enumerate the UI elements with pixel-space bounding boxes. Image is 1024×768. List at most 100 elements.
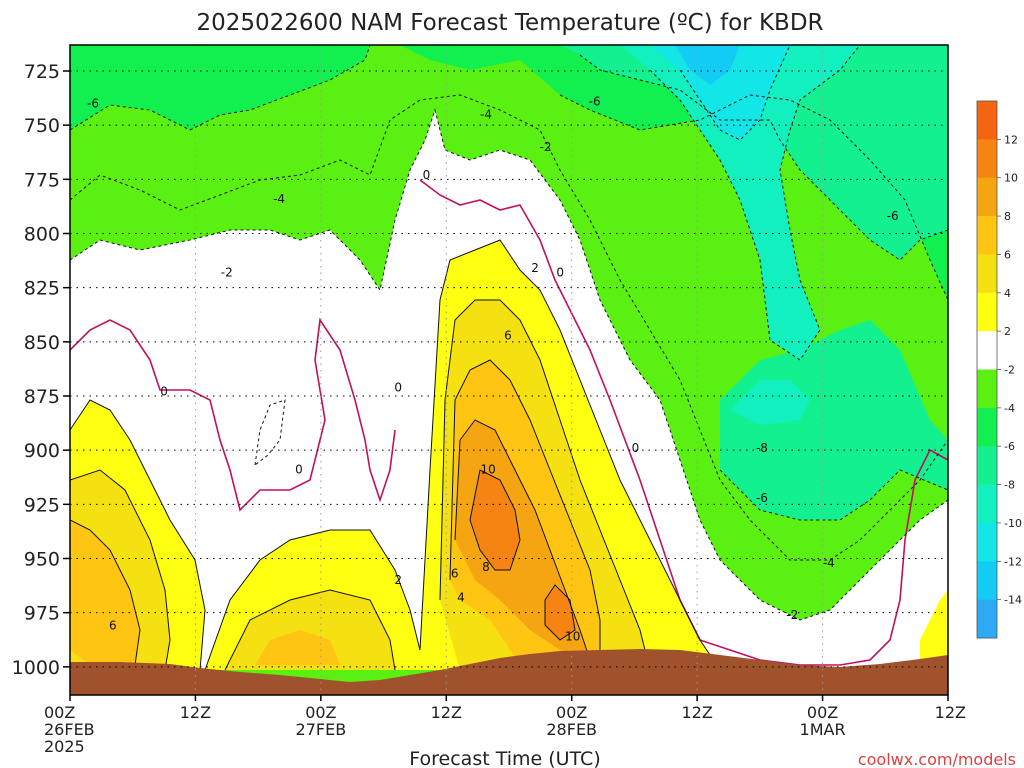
- x-tick-label: 00Z: [44, 703, 75, 722]
- contour-label: 8: [482, 560, 490, 574]
- contour-minus10: [649, 45, 861, 361]
- x-tick-label: 12Z: [681, 703, 712, 722]
- band-6-8-left: [70, 520, 140, 665]
- colorbar-label: -10: [1004, 517, 1022, 530]
- gridlines: [70, 45, 948, 695]
- plot-area: [70, 45, 948, 695]
- colorbar-label: 10: [1004, 172, 1018, 185]
- y-tick-label: 950: [24, 549, 60, 571]
- contour-label: 6: [109, 619, 117, 633]
- contour-10: [469, 469, 521, 571]
- contour-2-center: [204, 239, 721, 671]
- x-axis-label: Forecast Time (UTC): [409, 748, 600, 768]
- contour-labels: -6 -4 -6 -2 -4 0 -6 -2 2 0 6 0 0 -8 0 10 0 -6 6 8 2 -4 4 -2 6 10: [87, 94, 899, 643]
- x-tick-label: 00Z: [556, 703, 587, 722]
- colorbar-swatch: [977, 331, 997, 370]
- contour-label: 0: [160, 385, 168, 399]
- ground-terrain: [70, 649, 948, 695]
- colorbar-label: -12: [1004, 555, 1022, 568]
- contour-label: -8: [756, 441, 768, 455]
- chart-title: 2025022600 NAM Forecast Temperature (ºC)…: [196, 10, 823, 36]
- band-minus14: [675, 45, 740, 85]
- contour-label: 0: [423, 168, 431, 182]
- contour-4-center2: [439, 299, 651, 671]
- contour-minus2-small: [254, 399, 286, 467]
- x-tick-label: 27FEB: [296, 720, 347, 739]
- contour-label: -2: [221, 266, 233, 280]
- contour-minus8-upper: [579, 54, 948, 261]
- contour-label: 0: [556, 266, 564, 280]
- x-tick-label: 12Z: [180, 703, 211, 722]
- band-minus8: [560, 45, 948, 260]
- band-10-12: [470, 470, 575, 640]
- colorbar-swatch: [977, 484, 997, 524]
- y-tick-label: 1000: [12, 657, 60, 679]
- contour-label: -6: [589, 94, 601, 108]
- colorbar-label: -8: [1004, 479, 1015, 492]
- contour-label: 2: [531, 261, 539, 275]
- band-minus12: [650, 45, 790, 140]
- colorbar-label: -2: [1004, 364, 1015, 377]
- contour-label: 10: [565, 630, 580, 644]
- y-tick-label: 825: [24, 278, 60, 300]
- subzero-contours: [70, 45, 948, 621]
- contour-6-left: [70, 519, 141, 666]
- y-tick-label: 850: [24, 332, 60, 354]
- band-6-8-center: [255, 630, 340, 665]
- contour-label: -6: [887, 209, 899, 223]
- contour-minus6: [70, 45, 371, 131]
- contour-8: [454, 419, 591, 661]
- contour-label: 0: [295, 463, 303, 477]
- contour-label: -2: [786, 608, 798, 622]
- y-tick-label: 775: [24, 169, 60, 191]
- colorbar-swatch: [977, 139, 997, 179]
- contour-label: -4: [823, 556, 835, 570]
- credit-text: coolwx.com/models: [858, 750, 1016, 768]
- colorbar-label: 12: [1004, 133, 1018, 146]
- colorbar-swatch: [977, 369, 997, 409]
- contour-label: -6: [87, 97, 99, 111]
- contour-4-center: [224, 589, 396, 671]
- x-tick-label: 1MAR: [800, 720, 846, 739]
- contour-label: 0: [632, 441, 640, 455]
- contour-2-left: [70, 399, 206, 671]
- plot-frame: [69, 44, 949, 696]
- colorbar-swatch: [977, 177, 997, 217]
- colorbar-swatch: [977, 254, 997, 294]
- contour-label: 10: [480, 463, 495, 477]
- contour-label: 6: [451, 567, 459, 581]
- colorbar: 12 10 8 6 4 2 -2 -4 -6 -8 -10 -12 -14: [976, 100, 1022, 639]
- y-tick-label: 900: [24, 440, 60, 462]
- band-minus10-lower: [730, 380, 810, 425]
- x-tick-label: 00Z: [305, 703, 336, 722]
- freezing-contour-left: [70, 317, 396, 512]
- y-tick-label: 875: [24, 386, 60, 408]
- contour-label: -4: [273, 192, 285, 206]
- contour-label: 0: [394, 380, 402, 394]
- contour-minus12: [679, 45, 791, 141]
- colorbar-label: -6: [1004, 440, 1015, 453]
- y-tick-label: 725: [24, 61, 60, 83]
- y-tick-label: 750: [24, 115, 60, 137]
- y-axis: 725 750 775 800 825 850 875 900 925 950 975 1000: [12, 61, 70, 679]
- contour-label: -2: [540, 140, 552, 154]
- colorbar-label: 6: [1004, 248, 1011, 261]
- colorbar-label: -14: [1004, 594, 1022, 607]
- colorbar-swatch: [977, 561, 997, 601]
- x-tick-label: 26FEB: [44, 720, 95, 739]
- contour-minus8: [719, 469, 948, 521]
- colorbar-swatch: [977, 407, 997, 447]
- band-2-4-right: [920, 590, 948, 670]
- contour-label: 4: [457, 591, 465, 605]
- contour-label: -4: [480, 107, 492, 121]
- colorbar-label: 2: [1004, 325, 1011, 338]
- x-tick-label: 28FEB: [546, 720, 597, 739]
- contour-minus6-right: [559, 94, 948, 301]
- colorbar-swatch: [977, 292, 997, 332]
- contour-label: -6: [756, 491, 768, 505]
- colorbar-label: 8: [1004, 210, 1011, 223]
- x-tick-label: 12Z: [431, 703, 462, 722]
- y-tick-label: 800: [24, 224, 60, 246]
